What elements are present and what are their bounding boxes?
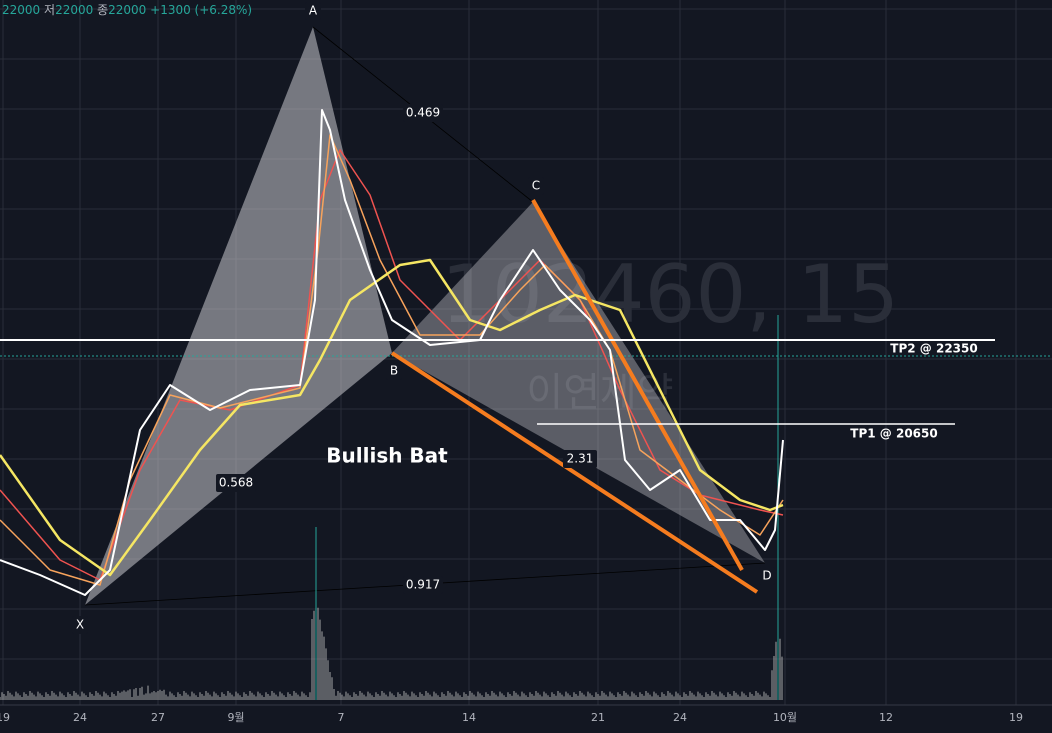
ma-red: [0, 149, 784, 581]
trendline: [531, 199, 744, 571]
x-tick-label: 14: [462, 711, 476, 724]
xab-triangle: [85, 27, 392, 605]
point-label: B: [390, 364, 398, 378]
x-tick-label: 10월: [773, 711, 797, 724]
bcd-triangle: [392, 202, 765, 563]
x-tick-label: 21: [591, 711, 605, 724]
ratio-label-box: [563, 450, 597, 468]
point-label: X: [76, 618, 84, 632]
ratio-label-box: [216, 474, 256, 492]
ma-yellow: [0, 258, 784, 577]
x-tick-label: 19: [1009, 711, 1023, 724]
tp1-label: TP1 @ 20650: [850, 427, 937, 441]
ratio-label: 2.31: [567, 452, 594, 466]
trendline: [390, 351, 759, 594]
volume-bars: [0, 596, 783, 700]
point-label-box: [305, 2, 321, 20]
price-lines: [0, 109, 784, 596]
tp2-label: TP2 @ 22350: [890, 342, 977, 356]
last: 22000: [2, 3, 40, 17]
x-tick-label: 12: [879, 711, 893, 724]
header-ohlc: 22000 저22000 종22000 +1300 (+6.28%): [2, 3, 252, 17]
x-tick-label: 27: [151, 711, 165, 724]
x-tick-label: 7: [338, 711, 345, 724]
x-tick-label: 24: [673, 711, 687, 724]
point-label-box: [528, 177, 544, 195]
ratio-label-box: [403, 104, 443, 122]
change: +1300 (+6.28%): [150, 3, 252, 17]
point-label-box: [759, 567, 775, 585]
ratio-label: 0.469: [406, 106, 440, 120]
low-label: 저: [44, 3, 55, 17]
x-tick-label: 24: [73, 711, 87, 724]
point-label: C: [532, 179, 540, 193]
x-axis: 19 24 27 9월 7 14 21 24 10월 12 19: [0, 711, 1023, 724]
ratio-label-box: [403, 576, 443, 594]
close-label: 종: [97, 3, 108, 17]
pattern-labels: 0.469 0.568 0.917 2.31 A C B X D: [72, 2, 775, 634]
ratio-label: 0.568: [219, 476, 253, 490]
point-label: A: [309, 4, 318, 18]
pattern-name: Bullish Bat: [326, 444, 448, 468]
x-tick-label: 19: [0, 711, 10, 724]
ma-orange: [0, 134, 784, 586]
price-line: [0, 109, 784, 596]
x-tick-label: 9월: [227, 711, 244, 724]
point-label-box: [386, 362, 402, 380]
point-label: D: [762, 569, 771, 583]
close: 22000: [108, 3, 146, 17]
watermark-symbol: 102460, 15: [441, 248, 899, 341]
ratio-label: 0.917: [406, 578, 440, 592]
low: 22000: [55, 3, 93, 17]
point-label-box: [72, 616, 88, 634]
